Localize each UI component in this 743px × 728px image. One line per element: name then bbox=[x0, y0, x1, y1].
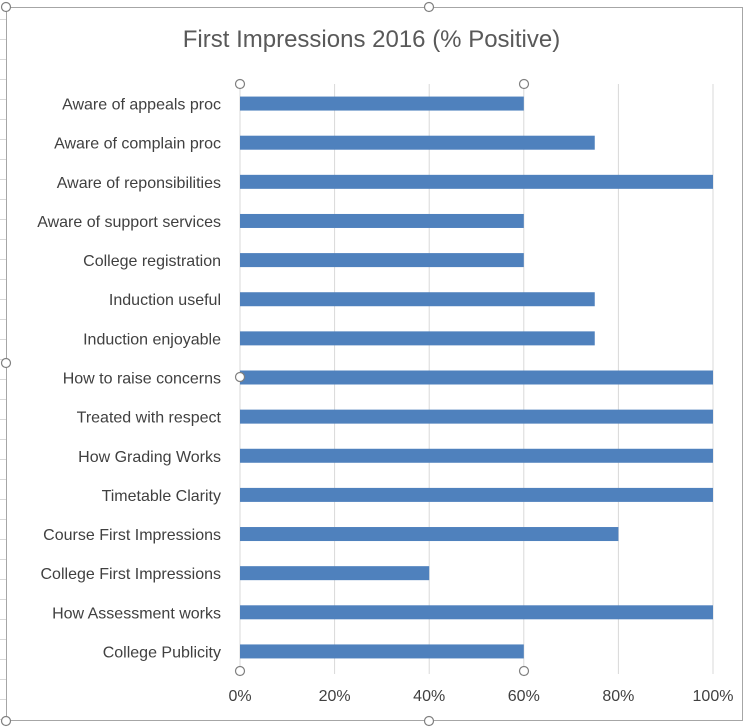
x-tick-label: 40% bbox=[413, 688, 445, 705]
category-label: Aware of reponsibilities bbox=[57, 175, 221, 192]
bar bbox=[240, 96, 524, 111]
category-label: Aware of appeals proc bbox=[62, 97, 221, 114]
category-label: How Grading Works bbox=[78, 449, 221, 466]
category-label: College First Impressions bbox=[41, 566, 222, 583]
resize-handle bbox=[423, 1, 435, 13]
bar bbox=[240, 135, 595, 150]
category-label: College Publicity bbox=[103, 644, 221, 661]
x-tick-label: 20% bbox=[319, 688, 351, 705]
bar bbox=[240, 292, 595, 307]
chart-title: First Impressions 2016 (% Positive) bbox=[182, 26, 561, 53]
bar bbox=[240, 409, 713, 424]
bar bbox=[240, 331, 595, 346]
bar bbox=[240, 174, 713, 189]
resize-handle bbox=[518, 665, 530, 677]
bar bbox=[240, 253, 524, 268]
resize-handle bbox=[0, 715, 12, 727]
bar bbox=[240, 566, 430, 581]
bar bbox=[240, 487, 713, 502]
category-label: Induction enjoyable bbox=[83, 331, 221, 348]
category-label: Course First Impressions bbox=[43, 527, 221, 544]
bar bbox=[240, 527, 619, 542]
x-tick-label: 60% bbox=[508, 688, 540, 705]
x-tick-label: 80% bbox=[602, 688, 634, 705]
x-tick-label: 0% bbox=[228, 688, 251, 705]
x-tick-label: 100% bbox=[693, 688, 734, 705]
category-label: Treated with respect bbox=[77, 410, 222, 427]
category-label: How to raise concerns bbox=[63, 371, 221, 388]
category-label: Aware of complain proc bbox=[54, 136, 221, 153]
resize-handle bbox=[0, 357, 12, 369]
resize-handle bbox=[423, 715, 435, 727]
bar bbox=[240, 213, 524, 228]
bar bbox=[240, 448, 713, 463]
bar bbox=[240, 370, 713, 385]
chart-area[interactable] bbox=[6, 7, 743, 721]
bar bbox=[240, 605, 713, 620]
category-label: Aware of support services bbox=[37, 214, 221, 231]
resize-handle bbox=[234, 665, 246, 677]
resize-handle bbox=[0, 1, 12, 13]
resize-handle bbox=[518, 78, 530, 90]
resize-handle bbox=[234, 78, 246, 90]
category-label: Timetable Clarity bbox=[102, 488, 221, 505]
category-label: College registration bbox=[83, 253, 221, 270]
resize-handle bbox=[234, 371, 246, 383]
category-label: How Assessment works bbox=[52, 605, 221, 622]
category-label: Induction useful bbox=[109, 292, 221, 309]
bar bbox=[240, 644, 524, 659]
